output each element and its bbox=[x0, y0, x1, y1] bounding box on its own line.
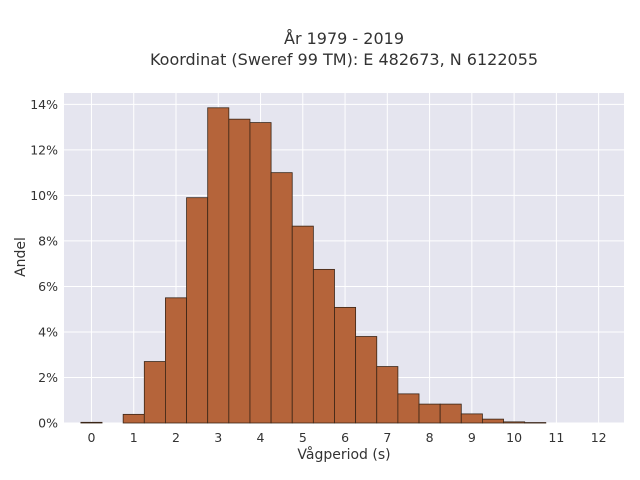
y-tick-label: 14% bbox=[30, 97, 58, 112]
histogram-bar bbox=[291, 225, 314, 424]
histogram-bar bbox=[503, 421, 526, 424]
x-axis-label: Vågperiod (s) bbox=[297, 447, 391, 463]
histogram-bar bbox=[122, 413, 145, 424]
histogram-bar bbox=[80, 421, 103, 424]
histogram-bar bbox=[355, 336, 378, 424]
chart-title-line-1: År 1979 - 2019 bbox=[284, 29, 404, 48]
y-tick-label: 6% bbox=[38, 279, 58, 294]
histogram-bar bbox=[524, 422, 547, 424]
bars bbox=[80, 107, 547, 424]
histogram-bar bbox=[482, 418, 504, 424]
histogram-bar bbox=[334, 306, 357, 424]
y-tick-label: 0% bbox=[38, 416, 58, 431]
y-tick-label: 2% bbox=[38, 370, 58, 385]
x-tick-label: 11 bbox=[548, 430, 564, 445]
histogram-bar bbox=[165, 297, 187, 424]
x-tick-label: 5 bbox=[299, 430, 307, 445]
histogram-bar bbox=[312, 268, 335, 424]
histogram-bar bbox=[460, 413, 483, 424]
y-tick-label: 4% bbox=[38, 324, 58, 339]
x-tick-label: 7 bbox=[383, 430, 391, 445]
y-tick-labels: 0% 2% 4% 6% 8% 10% 12% 14% bbox=[30, 97, 58, 431]
x-tick-label: 10 bbox=[506, 430, 522, 445]
x-tick-label: 4 bbox=[257, 430, 265, 445]
x-tick-labels: 0 1 2 3 4 5 6 7 8 9 10 11 12 bbox=[87, 430, 606, 445]
histogram-bar bbox=[186, 197, 209, 424]
histogram-bar bbox=[143, 361, 166, 424]
y-tick-label: 10% bbox=[30, 188, 58, 203]
x-tick-label: 0 bbox=[87, 430, 95, 445]
histogram-bar bbox=[397, 393, 420, 424]
histogram-bar bbox=[376, 366, 399, 424]
histogram-bar bbox=[228, 118, 251, 424]
x-tick-label: 9 bbox=[468, 430, 476, 445]
chart-title-line-2: Koordinat (Sweref 99 TM): E 482673, N 61… bbox=[149, 50, 539, 69]
x-tick-label: 8 bbox=[426, 430, 434, 445]
histogram-bar bbox=[439, 403, 462, 424]
histogram-bar bbox=[249, 122, 272, 424]
x-tick-label: 3 bbox=[214, 430, 222, 445]
y-tick-label: 8% bbox=[38, 233, 58, 248]
histogram-bar bbox=[418, 403, 441, 424]
histogram-bar bbox=[270, 172, 293, 424]
x-tick-label: 2 bbox=[172, 430, 180, 445]
x-tick-label: 12 bbox=[591, 430, 607, 445]
histogram-bar bbox=[207, 107, 230, 424]
x-tick-label: 1 bbox=[130, 430, 138, 445]
x-tick-label: 6 bbox=[341, 430, 349, 445]
y-axis-label: Andel bbox=[13, 237, 29, 277]
y-tick-label: 12% bbox=[30, 142, 58, 157]
